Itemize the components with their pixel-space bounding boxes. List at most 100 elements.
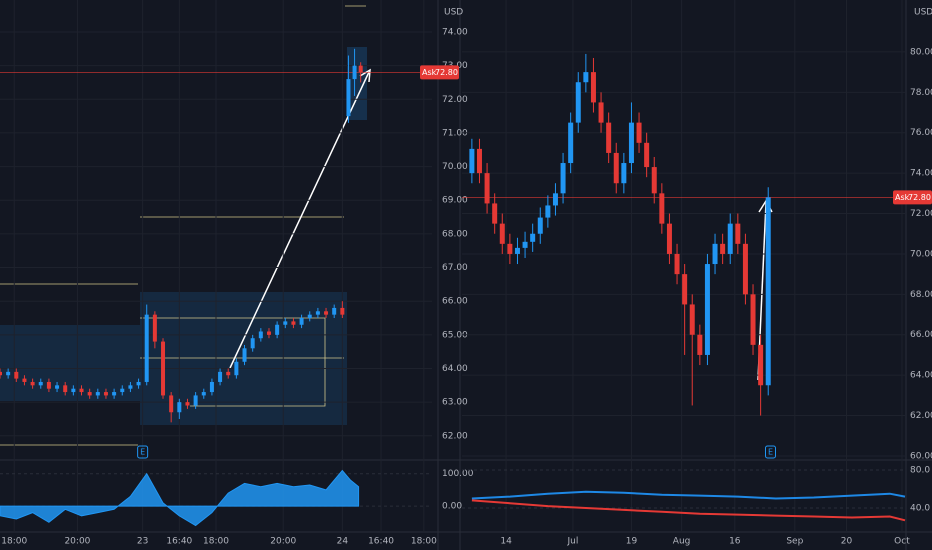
y-tick-label: 63.00 [442, 398, 468, 408]
y-tick-label: 68.00 [442, 229, 468, 239]
candle-body [499, 223, 505, 244]
candle-body [644, 142, 650, 168]
candle-body [63, 385, 68, 393]
indicator-tick-label: 100.00 [442, 469, 474, 479]
x-tick-label: Sep [786, 537, 803, 547]
candle-body [250, 338, 255, 349]
candle-body [666, 223, 672, 254]
candle-body [30, 381, 35, 386]
candle-body [522, 241, 528, 248]
x-tick-label: 18:00 [411, 537, 437, 547]
y-tick-label: 64.00 [910, 371, 932, 381]
candle-body [128, 385, 133, 389]
candle-body [697, 334, 703, 355]
candle-body [283, 321, 288, 325]
candle-body [218, 371, 223, 382]
x-tick-label: 19 [626, 537, 638, 547]
candle-body [22, 378, 27, 382]
x-tick-label: 20:00 [64, 537, 90, 547]
y-tick-label: 80.00 [910, 47, 932, 57]
range-box [0, 325, 140, 401]
candle-body [735, 223, 741, 244]
candle-body [704, 264, 710, 355]
candle-body [636, 122, 642, 143]
candle-body [651, 167, 657, 194]
candle-body [575, 82, 581, 123]
candle-body [79, 388, 84, 393]
candle-body [275, 324, 280, 335]
candle-body [552, 193, 558, 206]
candle-body [46, 381, 51, 389]
candle-body [346, 79, 351, 117]
candle-body [226, 371, 231, 376]
y-tick-label: 67.00 [442, 263, 468, 273]
candle-body [352, 65, 357, 80]
candle-body [0, 371, 2, 376]
y-tick-label: 68.00 [910, 290, 932, 300]
ask-name: Ask [895, 193, 910, 202]
candle-body [476, 148, 482, 174]
ask-name: Ask [422, 68, 437, 77]
candle-body [727, 223, 733, 254]
candle-body [712, 243, 718, 265]
candle-body [169, 395, 174, 413]
candle-body [242, 348, 247, 362]
candle-body [340, 307, 345, 315]
candle-body [209, 381, 214, 393]
candle-body [590, 72, 596, 103]
arrow-head [359, 68, 371, 83]
candle-body [144, 314, 149, 382]
candle-body [613, 152, 619, 184]
candle-body [234, 361, 239, 376]
indicator-line [471, 490, 906, 500]
indicator-tick-label: 80.0 [910, 465, 930, 475]
candle-body [742, 243, 748, 295]
candle-body [193, 395, 198, 406]
x-tick-label: 16:40 [368, 537, 394, 547]
y-tick-label: 72.00 [442, 95, 468, 105]
candle-body [324, 311, 329, 315]
candle-body [758, 344, 764, 386]
candle-body [315, 311, 320, 315]
candle-body [95, 392, 100, 396]
y-tick-label: 66.00 [910, 330, 932, 340]
candle-body [621, 163, 627, 184]
y-tick-label: 64.00 [442, 364, 468, 374]
y-tick-label: 70.00 [910, 249, 932, 259]
candle-body [530, 233, 536, 242]
y-tick-label: 62.00 [442, 431, 468, 441]
y-tick-label: 78.00 [910, 88, 932, 98]
candle-body [606, 122, 612, 153]
candle-body [492, 203, 498, 224]
earnings-marker [765, 445, 777, 459]
candle-body [38, 381, 43, 386]
y-tick-label: 65.00 [442, 330, 468, 340]
candle-body [87, 392, 92, 396]
candle-body [720, 243, 726, 254]
x-tick-label: Aug [673, 537, 691, 547]
ask-value: 72.80 [908, 193, 931, 202]
candle-body [682, 274, 688, 305]
x-tick-label: 23 [137, 537, 148, 547]
candle-body [136, 381, 141, 386]
ask-tag [420, 65, 459, 80]
x-tick-label: Oct [894, 537, 910, 547]
x-tick-label: 18:00 [1, 537, 27, 547]
indicator-line [471, 499, 906, 522]
y-tick-label: 74.00 [910, 169, 932, 179]
candle-body [185, 402, 190, 406]
currency-label: USD [914, 8, 932, 18]
y-tick-label: 71.00 [442, 128, 468, 138]
ask-value: 72.80 [435, 68, 458, 77]
candle-body [177, 402, 182, 413]
x-tick-label: 18:00 [203, 537, 229, 547]
ask-tag [893, 190, 932, 205]
candle-body [14, 371, 19, 379]
candle-body [689, 304, 695, 335]
candle-body [299, 318, 304, 325]
candle-body [583, 72, 589, 83]
y-tick-label: 66.00 [442, 297, 468, 307]
indicator-area [0, 469, 360, 527]
x-tick-label: 20:00 [270, 537, 296, 547]
